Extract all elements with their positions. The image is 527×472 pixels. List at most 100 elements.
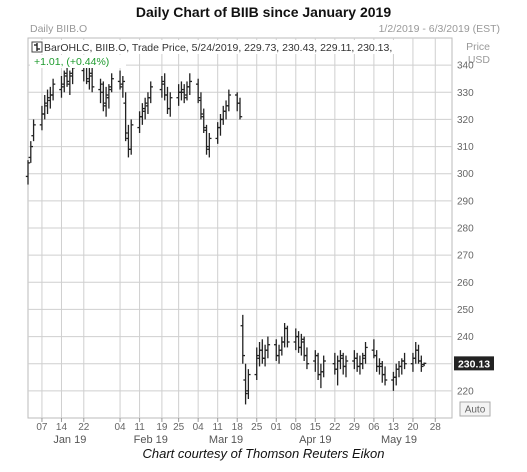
y-tick-label: 250 <box>457 305 474 316</box>
panel-label: Daily BIIB.O <box>30 23 87 35</box>
legend-backing <box>30 40 402 54</box>
x-tick-label: 06 <box>368 422 380 433</box>
ohlc-bar <box>226 89 232 112</box>
ohlc-bar <box>59 76 64 98</box>
y-tick-label: 270 <box>457 251 474 262</box>
y-tick-label: 290 <box>457 196 474 207</box>
ohlc-bar <box>67 70 73 95</box>
x-tick-label: 15 <box>310 422 322 433</box>
ohlc-bar <box>237 97 243 120</box>
ohlc-bar <box>142 97 148 120</box>
ohlc-bar <box>87 67 92 90</box>
change-backing <box>30 55 126 68</box>
ohlc-bar <box>98 78 103 104</box>
ohlc-bar <box>103 86 109 117</box>
last-price-value: 230.13 <box>458 358 490 370</box>
ohlc-bar <box>321 355 326 378</box>
currency-label: USD <box>468 54 491 66</box>
ohlc-bar <box>109 73 114 93</box>
y-axis: 220230240250260270280290300310320330340 <box>457 61 474 398</box>
y-tick-label: 240 <box>457 332 474 343</box>
grid <box>28 38 452 418</box>
ohlc-bar <box>182 84 187 104</box>
ohlc-bar <box>120 76 126 98</box>
ohlc-bar <box>42 95 47 120</box>
ohlc-bar <box>201 108 206 133</box>
legend-series: BarOHLC, BIIB.O, Trade Price, 5/24/2019,… <box>44 42 392 54</box>
x-tick-label: 25 <box>173 422 185 433</box>
y-tick-label: 220 <box>457 386 474 397</box>
x-tick-label: 20 <box>407 422 419 433</box>
x-tick-label: 11 <box>134 422 145 433</box>
ohlc-bar <box>25 160 31 185</box>
ohlc-bar <box>45 89 50 114</box>
ohlc-bar <box>207 133 212 158</box>
ohlc-bar <box>140 103 145 125</box>
ohlc-bar <box>159 76 165 98</box>
ohlc-bar <box>195 78 201 104</box>
ohlc-bar <box>187 73 192 95</box>
ohlc-bar <box>64 65 70 87</box>
x-month-label: Apr 19 <box>299 434 331 446</box>
ohlc-bar <box>421 362 427 367</box>
ohlc-bar <box>240 314 245 364</box>
x-month-label: Mar 19 <box>209 434 243 446</box>
ohlc-bar <box>101 81 106 112</box>
x-tick-label: 25 <box>251 422 263 433</box>
y-tick-label: 340 <box>457 61 474 72</box>
x-tick-label: 28 <box>430 422 442 433</box>
ohlc-bar <box>31 119 36 142</box>
ohlc-bar <box>343 355 349 378</box>
ohlc-bar <box>148 81 153 104</box>
ohlc-bar <box>419 355 424 372</box>
y-tick-label: 300 <box>457 169 474 180</box>
ohlc-bar <box>123 92 128 142</box>
x-month-label: Feb 19 <box>134 434 168 446</box>
x-tick-label: 29 <box>349 422 361 433</box>
x-tick-label: 04 <box>193 422 205 433</box>
price-axis-label: Price <box>466 41 490 53</box>
x-tick-label: 14 <box>56 422 68 433</box>
y-tick-label: 320 <box>457 115 474 126</box>
ohlc-bar <box>198 92 204 120</box>
x-tick-label: 19 <box>156 422 168 433</box>
y-tick-label: 310 <box>457 142 474 153</box>
auto-button-label: Auto <box>465 405 486 416</box>
price-change: +1.01, (+0.44%) <box>34 56 109 68</box>
date-range: 1/2/2019 - 6/3/2019 (EST) <box>379 23 500 35</box>
ohlc-bar <box>285 325 290 348</box>
ohlc-bar <box>402 352 407 370</box>
x-tick-label: 04 <box>114 422 126 433</box>
ohlc-bar <box>265 336 271 359</box>
x-tick-label: 08 <box>290 422 302 433</box>
x-tick-label: 22 <box>329 422 341 433</box>
x-tick-label: 01 <box>271 422 283 433</box>
ohlc-bar <box>89 67 95 93</box>
y-tick-label: 280 <box>457 224 474 235</box>
ohlc-bar <box>168 92 173 117</box>
x-axis: 07 14 22 04 11 19 25 04 11 18 25 01 08 15 22 29 06 13 20 28… <box>36 418 441 446</box>
ohlc-bar <box>382 366 388 386</box>
ohlc-bar <box>246 369 251 399</box>
ohlc-bar <box>117 70 123 90</box>
ohlc-bar <box>363 342 368 364</box>
ohlc-bars <box>25 57 427 405</box>
chart-title: Daily Chart of BIIB since January 2019 <box>135 4 392 20</box>
ohlc-bar <box>254 347 259 380</box>
ohlc-bar <box>62 70 67 93</box>
ohlc-bar <box>179 81 184 101</box>
x-month-label: May 19 <box>381 434 417 446</box>
x-tick-label: 13 <box>388 422 400 433</box>
ohlc-bar <box>129 119 134 155</box>
ohlc-bar <box>50 78 56 101</box>
x-tick-label: 07 <box>36 422 48 433</box>
chart-caption: Chart courtesy of Thomson Reuters Eikon <box>142 446 385 461</box>
y-tick-label: 330 <box>457 88 474 99</box>
legend-swatch-icon <box>31 41 43 53</box>
ohlc-bar <box>338 350 343 370</box>
x-month-label: Jan 19 <box>53 434 86 446</box>
ohlc-bar <box>360 352 365 370</box>
auto-scale-button[interactable]: Auto <box>459 401 491 417</box>
x-tick-label: 22 <box>78 422 90 433</box>
